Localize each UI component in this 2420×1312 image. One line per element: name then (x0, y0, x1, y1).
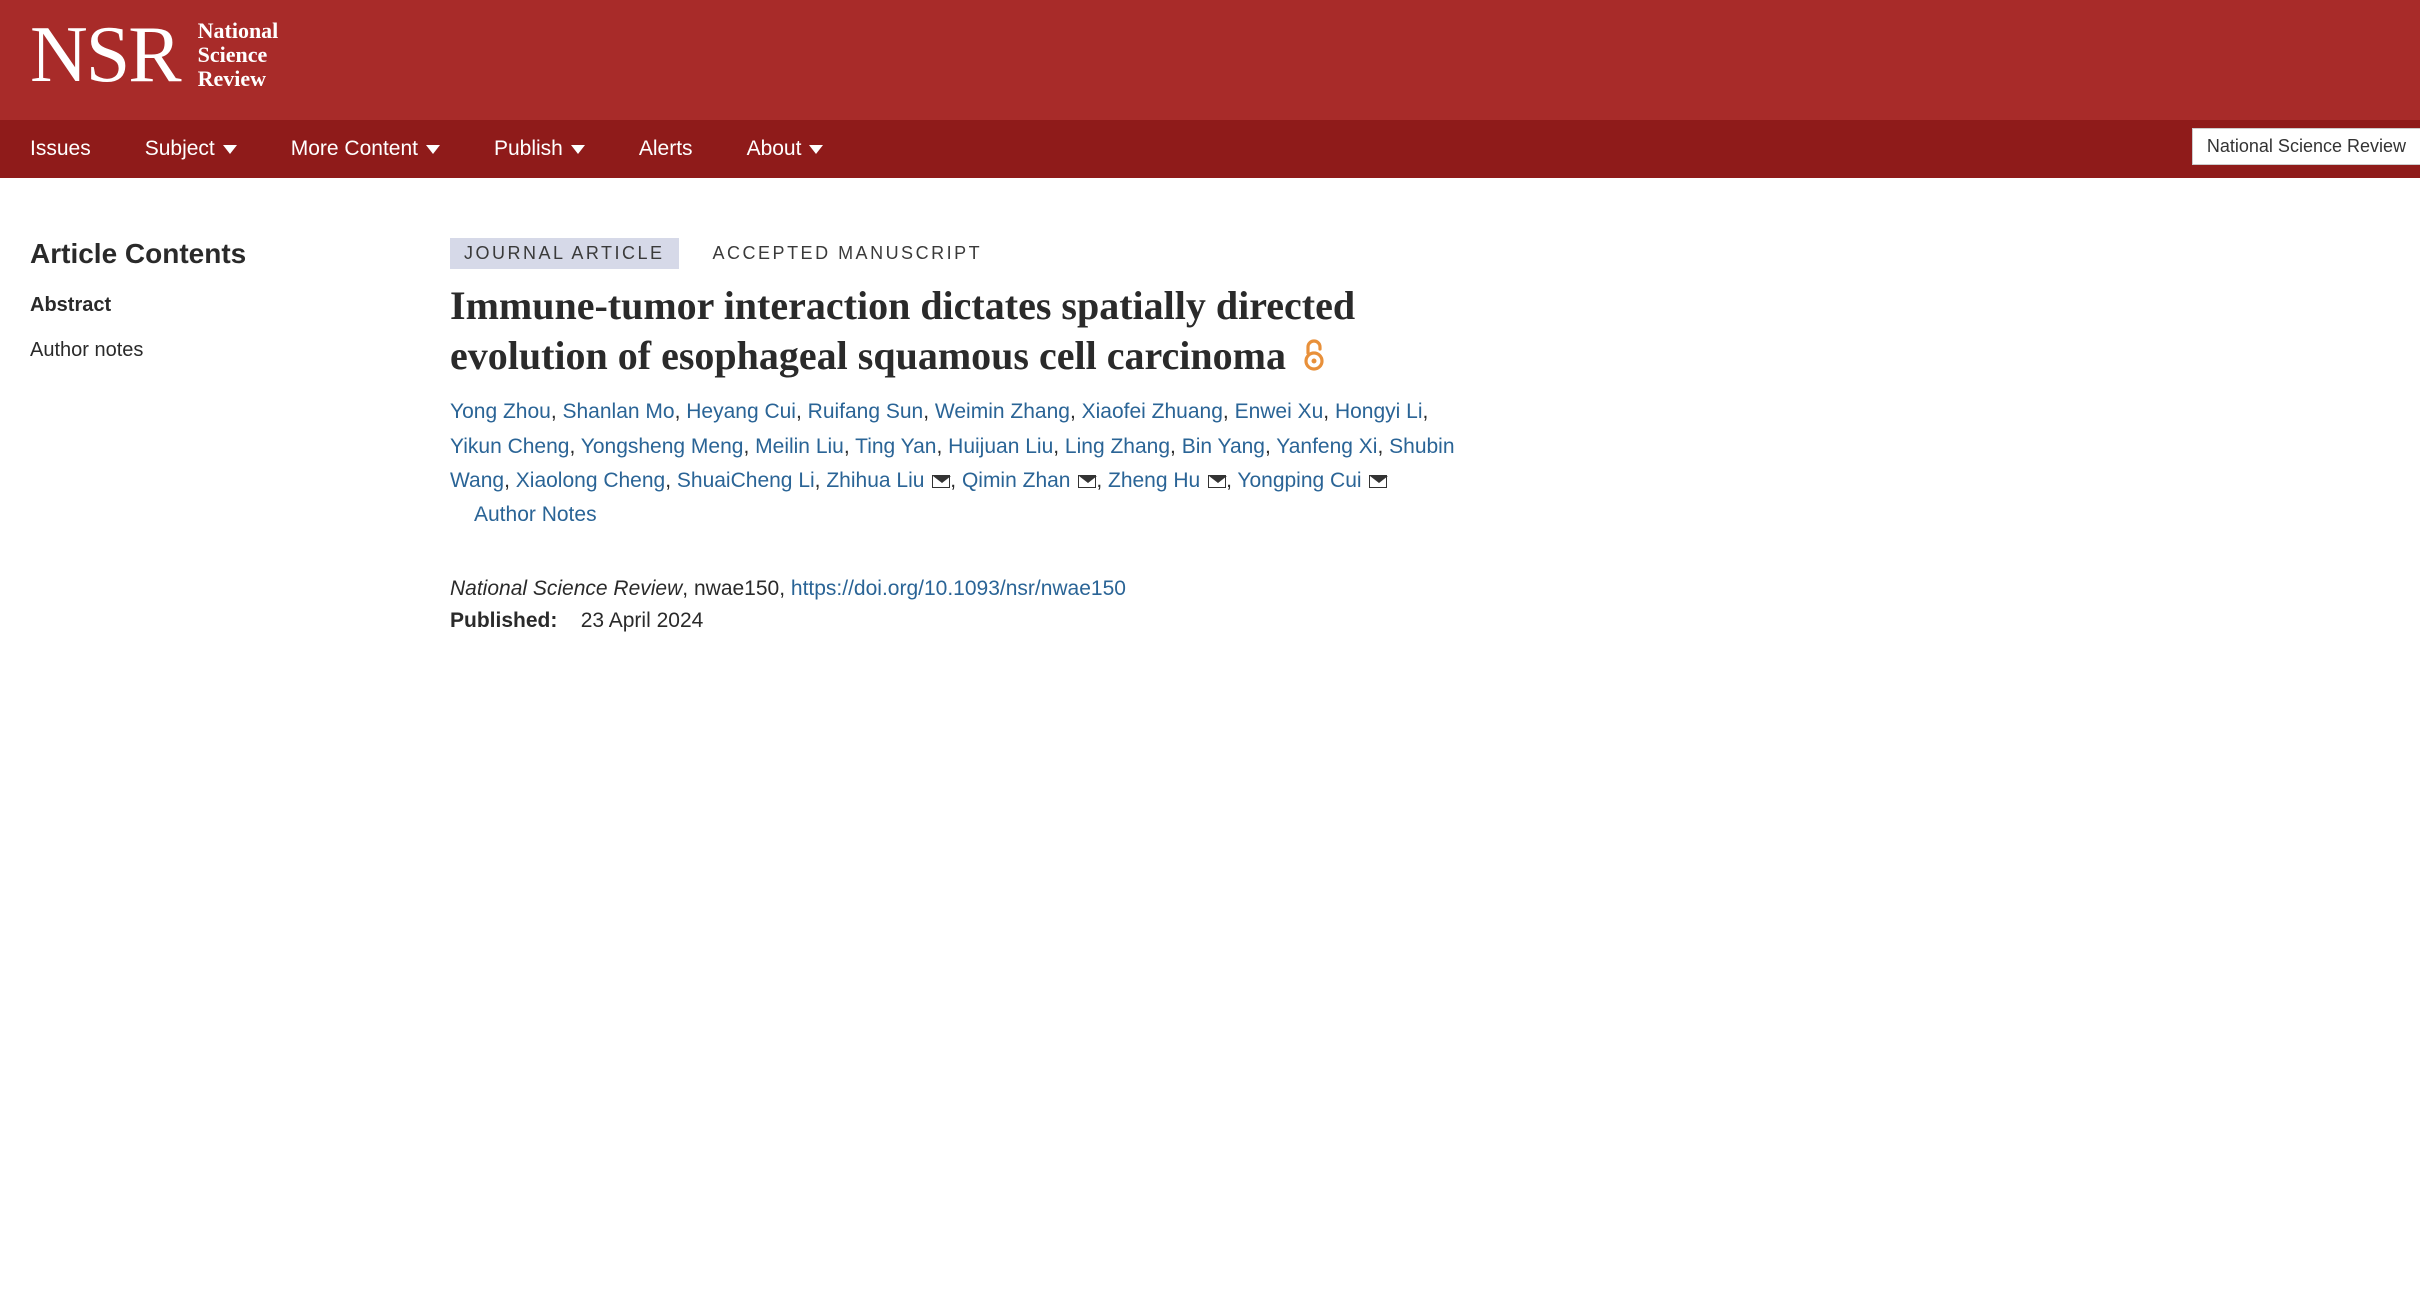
author-link[interactable]: Qimin Zhan (962, 469, 1071, 492)
badge-article-type: JOURNAL ARTICLE (450, 238, 679, 269)
article-badges: JOURNAL ARTICLE ACCEPTED MANUSCRIPT (450, 238, 1470, 269)
author-link[interactable]: Hongyi Li (1335, 400, 1423, 423)
nav-more-content[interactable]: More Content (291, 137, 472, 161)
nav-about-label: About (747, 137, 802, 161)
logo-mark: NSR (30, 15, 180, 95)
nav-about[interactable]: About (747, 137, 856, 161)
logo-subtitle: National Science Review (198, 19, 279, 92)
article-title-text: Immune-tumor interaction dictates spatia… (450, 283, 1355, 378)
mail-icon[interactable] (1208, 475, 1226, 488)
author-link[interactable]: Enwei Xu (1235, 400, 1324, 423)
search-context[interactable]: National Science Review (2192, 128, 2420, 165)
mail-icon[interactable] (1369, 475, 1387, 488)
author-link[interactable]: ShuaiCheng Li (677, 469, 815, 492)
author-link[interactable]: Shanlan Mo (563, 400, 675, 423)
published-date: 23 April 2024 (581, 609, 704, 632)
author-link[interactable]: Yongsheng Meng (581, 435, 744, 458)
logo-line3: Review (198, 67, 279, 91)
article-title: Immune-tumor interaction dictates spatia… (450, 281, 1470, 381)
article-main: JOURNAL ARTICLE ACCEPTED MANUSCRIPT Immu… (450, 238, 1470, 638)
header: NSR National Science Review (0, 0, 2420, 120)
nav-alerts-label: Alerts (639, 137, 693, 161)
nav-publish-label: Publish (494, 137, 563, 161)
author-link[interactable]: Heyang Cui (686, 400, 796, 423)
author-link[interactable]: Ling Zhang (1065, 435, 1170, 458)
open-access-icon (1302, 339, 1326, 371)
nav-alerts[interactable]: Alerts (639, 137, 725, 161)
author-link[interactable]: Meilin Liu (755, 435, 844, 458)
logo-line2: Science (198, 43, 279, 67)
mail-icon[interactable] (1078, 475, 1096, 488)
author-notes-link[interactable]: Author Notes (474, 503, 597, 527)
content: Article Contents Abstract Author notes J… (0, 178, 1500, 678)
author-link[interactable]: Bin Yang (1182, 435, 1265, 458)
mail-icon[interactable] (932, 475, 950, 488)
nav-publish[interactable]: Publish (494, 137, 617, 161)
logo[interactable]: NSR National Science Review (30, 15, 278, 95)
nav-more-label: More Content (291, 137, 418, 161)
author-link[interactable]: Yanfeng Xi (1276, 435, 1377, 458)
article-id: nwae150 (694, 577, 779, 600)
author-link[interactable]: Weimin Zhang (935, 400, 1070, 423)
author-link[interactable]: Yong Zhou (450, 400, 551, 423)
chevron-down-icon (809, 145, 823, 154)
sidebar-heading: Article Contents (30, 238, 390, 270)
author-link[interactable]: Xiaolong Cheng (516, 469, 665, 492)
nav-bar: Issues Subject More Content Publish Aler… (0, 120, 2420, 178)
sidebar-abstract-link[interactable]: Abstract (30, 294, 390, 317)
author-link[interactable]: Ting Yan (855, 435, 936, 458)
sidebar-author-notes-link[interactable]: Author notes (30, 339, 390, 362)
author-link[interactable]: Huijuan Liu (948, 435, 1053, 458)
nav-subject-label: Subject (145, 137, 215, 161)
author-link[interactable]: Yongping Cui (1237, 469, 1361, 492)
nav-subject[interactable]: Subject (145, 137, 269, 161)
nav-issues-label: Issues (30, 137, 91, 161)
author-link[interactable]: Zheng Hu (1108, 469, 1200, 492)
author-link[interactable]: Yikun Cheng (450, 435, 569, 458)
journal-name: National Science Review (450, 577, 682, 600)
sidebar: Article Contents Abstract Author notes (30, 238, 390, 638)
chevron-down-icon (223, 145, 237, 154)
doi-link[interactable]: https://doi.org/10.1093/nsr/nwae150 (791, 577, 1126, 600)
article-metadata: National Science Review, nwae150, https:… (450, 573, 1470, 638)
chevron-down-icon (426, 145, 440, 154)
badge-status: ACCEPTED MANUSCRIPT (699, 238, 997, 269)
nav-issues[interactable]: Issues (30, 137, 123, 161)
logo-line1: National (198, 19, 279, 43)
author-link[interactable]: Xiaofei Zhuang (1082, 400, 1223, 423)
chevron-down-icon (571, 145, 585, 154)
author-list: Yong Zhou, Shanlan Mo, Heyang Cui, Ruifa… (450, 395, 1470, 499)
author-link[interactable]: Zhihua Liu (826, 469, 924, 492)
published-label: Published: (450, 609, 557, 632)
author-link[interactable]: Ruifang Sun (808, 400, 924, 423)
